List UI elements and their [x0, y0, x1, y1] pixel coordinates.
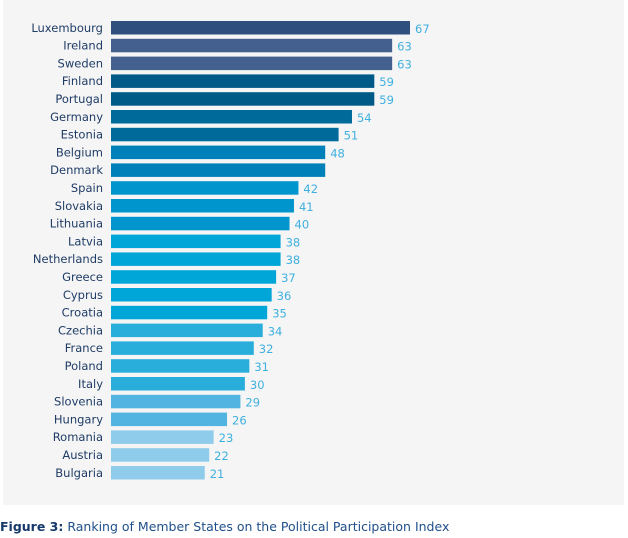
- bar-estonia: [111, 127, 339, 142]
- data-label: 22: [214, 449, 229, 463]
- bar-france: [111, 341, 254, 355]
- figure-caption: Figure 3: Ranking of Member States on th…: [0, 519, 449, 534]
- caption-label: Figure 3:: [0, 519, 64, 534]
- category-label: France: [65, 341, 103, 355]
- bar-denmark: [111, 163, 326, 177]
- category-label: Slovenia: [54, 395, 103, 409]
- category-label: Latvia: [68, 234, 103, 248]
- bar-greece: [111, 270, 277, 284]
- data-label: 31: [254, 360, 269, 374]
- category-label: Hungary: [54, 412, 103, 426]
- data-label: 54: [357, 111, 372, 125]
- data-label: 42: [303, 182, 318, 196]
- category-label: Czechia: [58, 323, 103, 337]
- category-label: Poland: [65, 359, 103, 373]
- category-label: Bulgaria: [55, 466, 103, 480]
- category-label: Greece: [62, 270, 103, 284]
- data-label: 38: [286, 253, 301, 267]
- bar-latvia: [111, 234, 281, 249]
- category-label: Croatia: [62, 306, 103, 320]
- data-label: 32: [259, 342, 274, 356]
- data-label: 59: [379, 93, 394, 107]
- data-label: 40: [295, 218, 310, 232]
- bar-slovenia: [111, 394, 241, 409]
- data-label: 29: [245, 396, 260, 410]
- category-label: Spain: [71, 181, 103, 195]
- data-label: 48: [330, 146, 345, 160]
- bar-austria: [111, 448, 210, 462]
- data-label: 36: [277, 289, 292, 303]
- category-label: Belgium: [56, 145, 103, 159]
- data-label: 23: [219, 431, 234, 445]
- category-label: Denmark: [50, 163, 103, 177]
- data-label: 63: [397, 40, 412, 54]
- bar-poland: [111, 359, 250, 373]
- category-label: Finland: [62, 74, 103, 88]
- category-label: Luxembourg: [31, 21, 103, 35]
- bar-lithuania: [111, 216, 290, 231]
- bar-sweden: [111, 56, 393, 71]
- category-label: Italy: [78, 377, 103, 391]
- bar-germany: [111, 110, 352, 124]
- caption-text: Ranking of Member States on the Politica…: [63, 519, 450, 534]
- category-label: Portugal: [55, 92, 103, 106]
- data-label: 30: [250, 378, 265, 392]
- bar-spain: [111, 181, 299, 195]
- bar-ireland: [111, 38, 393, 53]
- category-label: Lithuania: [50, 217, 103, 231]
- bar-hungary: [111, 412, 228, 427]
- data-label: 63: [397, 57, 412, 71]
- bar-finland: [111, 74, 375, 88]
- data-label: 51: [344, 129, 359, 143]
- category-label: Ireland: [63, 39, 103, 53]
- category-label: Austria: [62, 448, 103, 462]
- data-label: 67: [415, 22, 430, 36]
- bar-belgium: [111, 145, 326, 160]
- category-label: Netherlands: [33, 252, 103, 266]
- bar-bulgaria: [111, 466, 205, 480]
- bar-italy: [111, 377, 245, 391]
- bar-portugal: [111, 92, 375, 106]
- data-label: 26: [232, 413, 247, 427]
- bar-cyprus: [111, 288, 272, 302]
- category-label: Romania: [53, 430, 103, 444]
- data-label: 21: [210, 467, 225, 481]
- data-label: 59: [379, 75, 394, 89]
- bar-croatia: [111, 305, 268, 320]
- bar-luxembourg: [111, 21, 410, 35]
- bar-romania: [111, 430, 214, 444]
- category-label: Sweden: [58, 56, 103, 70]
- bar-netherlands: [111, 252, 281, 266]
- data-label: 35: [272, 307, 287, 321]
- data-label: 41: [299, 200, 314, 214]
- data-label: 34: [268, 324, 283, 338]
- chart-panel: Luxembourg 67 Ireland 63 Sweden 63 Finland 59 Po…: [3, 0, 624, 505]
- category-label: Cyprus: [63, 288, 103, 302]
- bar-chart: Luxembourg 67 Ireland 63 Sweden 63 Finland 59 Po…: [31, 21, 430, 481]
- bar-slovakia: [111, 199, 294, 213]
- category-label: Germany: [50, 110, 103, 124]
- data-label: 37: [281, 271, 296, 285]
- category-label: Slovakia: [55, 199, 103, 213]
- bar-czechia: [111, 323, 263, 338]
- data-label: 38: [286, 235, 301, 249]
- category-label: Estonia: [61, 128, 103, 142]
